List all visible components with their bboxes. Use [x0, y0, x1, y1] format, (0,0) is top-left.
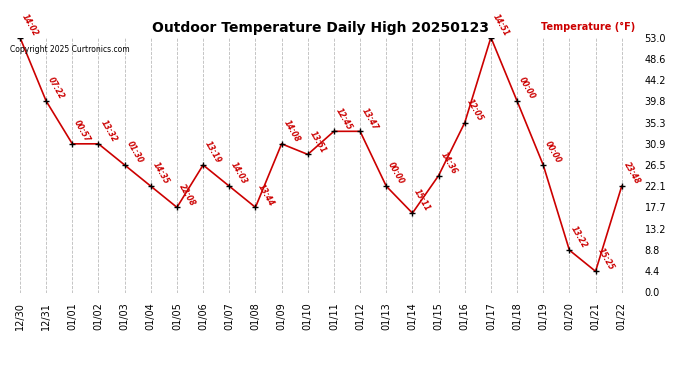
Text: 13:51: 13:51	[308, 129, 328, 154]
Text: 13:32: 13:32	[99, 118, 118, 144]
Text: 22:08: 22:08	[177, 182, 197, 207]
Title: Outdoor Temperature Daily High 20250123: Outdoor Temperature Daily High 20250123	[152, 21, 489, 35]
Text: Copyright 2025 Curtronics.com: Copyright 2025 Curtronics.com	[10, 45, 130, 54]
Text: 14:03: 14:03	[229, 161, 249, 186]
Text: 07:22: 07:22	[46, 76, 66, 101]
Text: 23:48: 23:48	[622, 161, 642, 186]
Text: 00:00: 00:00	[543, 140, 563, 165]
Text: 14:51: 14:51	[491, 12, 511, 38]
Text: 13:22: 13:22	[569, 225, 589, 250]
Text: 12:45: 12:45	[334, 106, 354, 131]
Text: 12:05: 12:05	[465, 98, 484, 123]
Text: 13:47: 13:47	[360, 106, 380, 131]
Text: 00:00: 00:00	[517, 76, 537, 101]
Text: 14:36: 14:36	[439, 150, 458, 176]
Text: 14:35: 14:35	[151, 161, 170, 186]
Text: 14:08: 14:08	[282, 118, 302, 144]
Text: 00:00: 00:00	[386, 161, 406, 186]
Text: 00:57: 00:57	[72, 118, 92, 144]
Text: 15:25: 15:25	[595, 246, 615, 272]
Text: 01:30: 01:30	[125, 140, 144, 165]
Text: Temperature (°F): Temperature (°F)	[540, 22, 635, 32]
Text: 14:02: 14:02	[20, 12, 40, 38]
Text: 15:11: 15:11	[413, 188, 432, 213]
Text: 13:44: 13:44	[255, 182, 275, 207]
Text: 13:19: 13:19	[203, 140, 223, 165]
